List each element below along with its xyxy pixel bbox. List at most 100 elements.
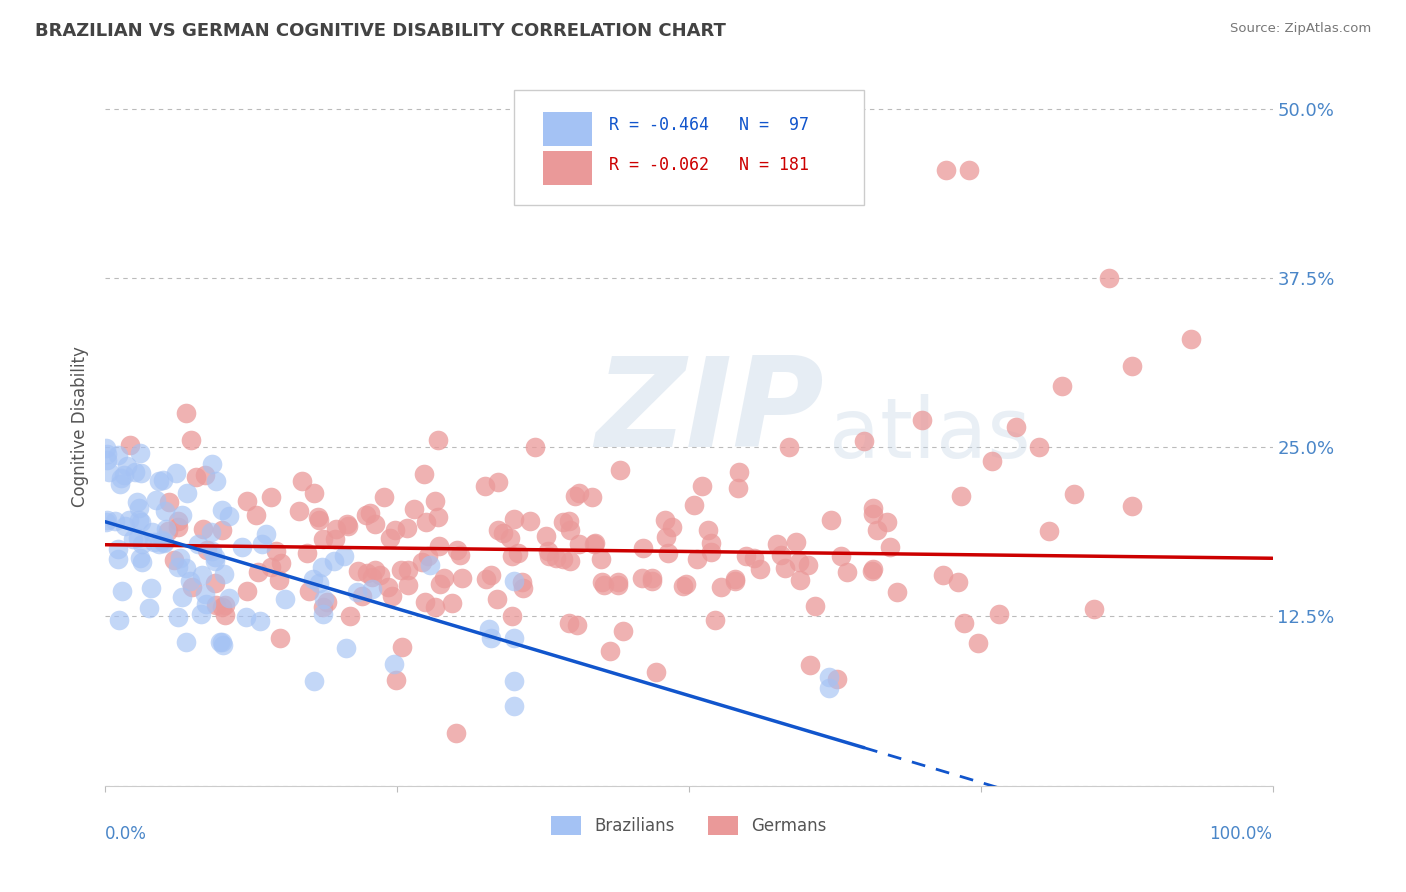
Point — [214, 566, 236, 581]
Bar — [543, 151, 592, 186]
Point — [1052, 379, 1074, 393]
Point — [152, 534, 174, 549]
Point — [295, 546, 318, 560]
Point — [212, 638, 235, 652]
Point — [339, 609, 361, 624]
Point — [553, 516, 575, 530]
Point — [107, 551, 129, 566]
Point — [429, 577, 451, 591]
Point — [110, 471, 132, 485]
Point — [479, 567, 502, 582]
Point — [142, 534, 165, 549]
Point — [350, 589, 373, 603]
Text: atlas: atlas — [830, 393, 1031, 475]
Point — [697, 523, 720, 537]
Point — [266, 544, 288, 558]
Point — [174, 406, 197, 420]
Point — [787, 555, 810, 569]
Point — [335, 641, 357, 656]
Point — [311, 560, 333, 574]
Point — [250, 536, 273, 550]
Point — [246, 565, 269, 579]
Point — [568, 486, 591, 500]
Point — [425, 494, 447, 508]
Point — [583, 536, 606, 550]
Point — [631, 541, 654, 555]
Point — [201, 544, 224, 558]
Point — [214, 607, 236, 622]
Point — [145, 493, 167, 508]
FancyBboxPatch shape — [513, 90, 863, 205]
Point — [1180, 332, 1202, 346]
Point — [148, 474, 170, 488]
Point — [125, 495, 148, 509]
Point — [911, 413, 934, 427]
Point — [426, 433, 449, 447]
Point — [948, 575, 970, 590]
Point — [1098, 271, 1121, 285]
Point — [204, 554, 226, 568]
Point — [167, 519, 190, 533]
Bar — [543, 112, 592, 146]
Point — [770, 548, 793, 562]
Point — [308, 576, 330, 591]
Point — [274, 592, 297, 607]
Point — [645, 665, 668, 680]
Point — [131, 555, 153, 569]
Point — [727, 481, 749, 495]
Point — [583, 536, 606, 550]
Text: 100.0%: 100.0% — [1209, 825, 1272, 843]
Point — [560, 523, 582, 537]
Point — [1063, 487, 1085, 501]
Point — [138, 600, 160, 615]
Point — [1083, 602, 1105, 616]
Point — [218, 591, 240, 606]
Point — [347, 565, 370, 579]
Point — [385, 673, 408, 687]
Point — [537, 544, 560, 558]
Point — [97, 465, 120, 479]
Point — [700, 544, 723, 558]
Point — [104, 514, 127, 528]
Point — [778, 440, 800, 454]
Point — [148, 536, 170, 550]
Point — [291, 475, 314, 489]
Point — [396, 563, 419, 577]
Point — [218, 509, 240, 524]
Legend: Brazilians, Germans: Brazilians, Germans — [544, 809, 834, 842]
Point — [589, 552, 612, 566]
Point — [704, 613, 727, 627]
Point — [391, 640, 413, 654]
Point — [553, 552, 575, 566]
Point — [118, 437, 141, 451]
Y-axis label: Cognitive Disability: Cognitive Disability — [72, 347, 89, 508]
Point — [384, 523, 406, 537]
Text: 0.0%: 0.0% — [105, 825, 148, 843]
Point — [96, 447, 118, 461]
Point — [581, 491, 603, 505]
Point — [591, 574, 613, 589]
Point — [165, 466, 187, 480]
Point — [502, 673, 524, 688]
Point — [502, 512, 524, 526]
Point — [866, 523, 889, 537]
Point — [153, 504, 176, 518]
Point — [169, 551, 191, 566]
Point — [336, 519, 359, 533]
Point — [302, 673, 325, 688]
Point — [315, 595, 337, 609]
Point — [683, 498, 706, 512]
Point — [359, 506, 381, 520]
Point — [380, 532, 402, 546]
Point — [180, 433, 202, 447]
Point — [110, 476, 132, 491]
Point — [114, 518, 136, 533]
Point — [558, 554, 581, 568]
Point — [174, 635, 197, 649]
Point — [607, 578, 630, 592]
Point — [988, 607, 1011, 621]
Point — [167, 610, 190, 624]
Point — [830, 549, 852, 563]
Point — [129, 551, 152, 566]
Point — [537, 549, 560, 563]
